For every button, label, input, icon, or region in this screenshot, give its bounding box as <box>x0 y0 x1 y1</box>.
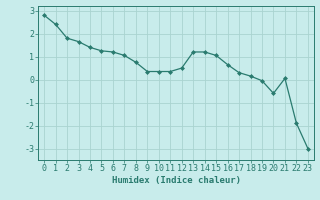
X-axis label: Humidex (Indice chaleur): Humidex (Indice chaleur) <box>111 176 241 185</box>
